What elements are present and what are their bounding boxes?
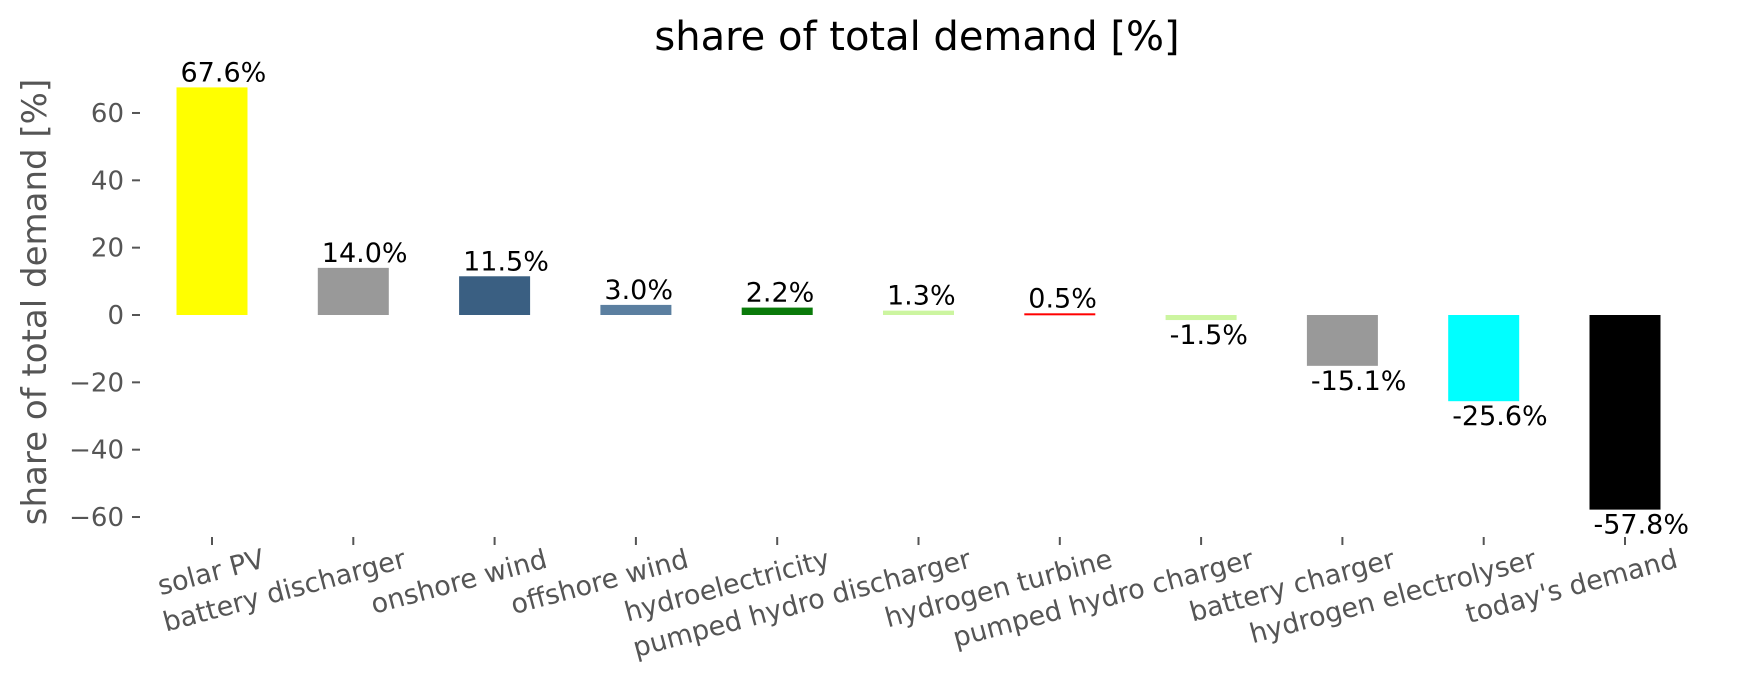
data-label: 2.2% xyxy=(746,278,815,309)
bar-8 xyxy=(1306,315,1378,366)
y-tick-label: 60 xyxy=(91,99,124,129)
bar-7 xyxy=(1165,315,1237,321)
bar-10 xyxy=(1589,315,1661,510)
y-tick-label: −40 xyxy=(69,436,124,466)
bar-1 xyxy=(317,267,389,315)
data-label: 0.5% xyxy=(1028,283,1097,314)
y-tick-label: −60 xyxy=(69,503,124,533)
data-label: 3.0% xyxy=(604,275,673,306)
bar-3 xyxy=(600,304,672,315)
bars: 67.6% 14.0% 11.5% 3.0% 2.2% 1.3% 0.5% -1.5% -15.… xyxy=(176,57,1690,541)
data-label: 1.3% xyxy=(887,281,956,312)
bar-0 xyxy=(176,87,248,315)
chart-title: share of total demand [%] xyxy=(654,14,1179,60)
bar-2 xyxy=(459,276,531,315)
data-label: 67.6% xyxy=(181,57,267,88)
data-label: -1.5% xyxy=(1170,320,1248,351)
bar-6 xyxy=(1024,313,1096,316)
bar-5 xyxy=(883,310,954,315)
y-tick-label: −20 xyxy=(69,368,124,398)
y-axis: −60 −40 −20 0 20 40 60 xyxy=(69,99,140,533)
data-label: -15.1% xyxy=(1311,366,1407,397)
y-tick-label: 20 xyxy=(91,234,124,264)
y-axis-label: share of total demand [%] xyxy=(15,79,55,525)
bar-4 xyxy=(741,307,813,315)
data-label: 14.0% xyxy=(322,238,408,269)
y-tick-label: 40 xyxy=(91,166,124,196)
data-label: -57.8% xyxy=(1594,510,1690,541)
y-tick-label: 0 xyxy=(107,301,124,331)
bar-9 xyxy=(1448,315,1520,402)
data-label: -25.6% xyxy=(1452,401,1548,432)
data-label: 11.5% xyxy=(463,246,549,277)
